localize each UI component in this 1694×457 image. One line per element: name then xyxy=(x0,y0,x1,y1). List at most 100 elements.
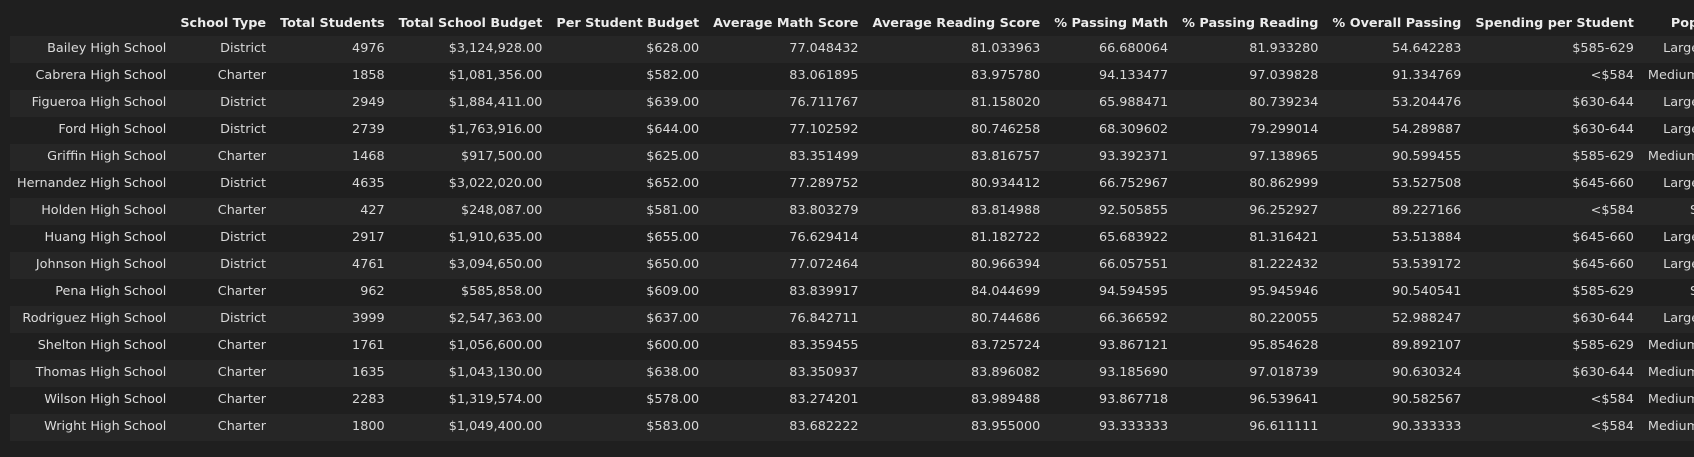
cell-passing-math: 92.505855 xyxy=(1098,203,1169,219)
column-header-per-student-budget: Per Student Budget xyxy=(556,15,700,31)
cell-average-math-score: 77.048432 xyxy=(789,41,859,57)
cell-spending-per-student: $630-644 xyxy=(1572,311,1634,327)
cell-passing-math: 65.988471 xyxy=(1098,95,1169,111)
cell-total-students: 2739 xyxy=(352,122,385,138)
table-row: Griffin High School Charter 1468 $917,500.0… xyxy=(10,144,1694,171)
cell-per-student-budget: $583.00 xyxy=(646,419,700,435)
cell-average-reading-score: 80.934412 xyxy=(971,176,1041,192)
row-index-school-name: Johnson High School xyxy=(35,257,167,273)
cell-passing-reading: 97.039828 xyxy=(1249,68,1319,84)
cell-average-math-score: 83.682222 xyxy=(789,419,859,435)
school-summary-table: School Type Total Students Total School … xyxy=(10,10,1694,441)
cell-school-type: Charter xyxy=(217,149,267,165)
cell-overall-passing: 90.599455 xyxy=(1392,149,1462,165)
cell-total-students: 1761 xyxy=(352,338,385,354)
cell-population-size: Small (<1000) xyxy=(1641,198,1694,225)
cell-passing-math: 93.392371 xyxy=(1098,149,1169,165)
cell-total-school-budget: $585,858.00 xyxy=(460,284,543,300)
cell-total-school-budget: $1,884,411.00 xyxy=(448,95,543,111)
row-index-school-name: Hernandez High School xyxy=(17,176,167,192)
cell-average-math-score: 83.803279 xyxy=(789,203,859,219)
cell-population-size: Large (2500-5000) xyxy=(1663,41,1694,57)
column-header-population-size: Population Size xyxy=(1670,15,1694,31)
cell-total-students: 2283 xyxy=(352,392,385,408)
cell-total-students: 2949 xyxy=(352,95,385,111)
cell-spending-per-student: $645-660 xyxy=(1572,176,1634,192)
cell-total-students: 2917 xyxy=(352,230,385,246)
cell-total-students: 1635 xyxy=(352,365,385,381)
row-index-school-name: Rodriguez High School xyxy=(22,311,167,327)
column-header-total-school-budget: Total School Budget xyxy=(398,15,543,31)
cell-per-student-budget: $600.00 xyxy=(646,338,700,354)
row-index-school-name: Bailey High School xyxy=(47,41,167,57)
cell-overall-passing: 90.630324 xyxy=(1392,365,1462,381)
cell-per-student-budget: $582.00 xyxy=(646,68,700,84)
cell-spending-per-student: <$584 xyxy=(1590,419,1634,435)
cell-passing-math: 66.752967 xyxy=(1098,176,1169,192)
cell-total-school-budget: $2,547,363.00 xyxy=(448,311,543,327)
cell-per-student-budget: $655.00 xyxy=(646,230,700,246)
row-index-school-name: Griffin High School xyxy=(47,149,167,165)
cell-school-type: Charter xyxy=(217,338,267,354)
cell-average-math-score: 83.274201 xyxy=(789,392,859,408)
cell-average-reading-score: 81.158020 xyxy=(971,95,1041,111)
cell-passing-math: 66.366592 xyxy=(1098,311,1169,327)
cell-total-school-budget: $1,763,916.00 xyxy=(448,122,543,138)
cell-per-student-budget: $644.00 xyxy=(646,122,700,138)
cell-average-reading-score: 84.044699 xyxy=(971,284,1041,300)
cell-population-size: Small (<1000) xyxy=(1641,279,1694,306)
cell-passing-reading: 80.862999 xyxy=(1249,176,1319,192)
cell-average-reading-score: 80.746258 xyxy=(971,122,1041,138)
table-row: Wright High School Charter 1800 $1,049,400.… xyxy=(10,414,1694,441)
column-header-school-type: School Type xyxy=(180,15,267,31)
cell-passing-reading: 95.854628 xyxy=(1249,338,1319,354)
cell-per-student-budget: $639.00 xyxy=(646,95,700,111)
cell-average-math-score: 76.842711 xyxy=(789,311,859,327)
cell-average-math-score: 83.351499 xyxy=(789,149,859,165)
cell-school-type: District xyxy=(220,176,267,192)
cell-per-student-budget: $628.00 xyxy=(646,41,700,57)
cell-school-type: Charter xyxy=(217,203,267,219)
table-row: Johnson High School District 4761 $3,094,65… xyxy=(10,252,1694,279)
cell-total-students: 4635 xyxy=(352,176,385,192)
cell-population-size: Medium (1000-2500) xyxy=(1647,68,1694,84)
header-row: School Type Total Students Total School … xyxy=(10,10,1694,36)
cell-passing-reading: 97.018739 xyxy=(1249,365,1319,381)
cell-spending-per-student: $585-629 xyxy=(1572,41,1634,57)
cell-passing-math: 68.309602 xyxy=(1098,122,1169,138)
cell-passing-math: 94.594595 xyxy=(1098,284,1169,300)
cell-spending-per-student: <$584 xyxy=(1590,392,1634,408)
cell-spending-per-student: $645-660 xyxy=(1572,230,1634,246)
cell-overall-passing: 53.527508 xyxy=(1392,176,1462,192)
cell-total-school-budget: $1,081,356.00 xyxy=(448,68,543,84)
cell-average-math-score: 83.839917 xyxy=(789,284,859,300)
cell-overall-passing: 90.540541 xyxy=(1392,284,1462,300)
table-row: Rodriguez High School District 3999 $2,547,… xyxy=(10,306,1694,333)
cell-per-student-budget: $652.00 xyxy=(646,176,700,192)
cell-school-type: Charter xyxy=(217,68,267,84)
cell-average-reading-score: 83.989488 xyxy=(971,392,1041,408)
cell-passing-reading: 96.252927 xyxy=(1249,203,1319,219)
cell-school-type: Charter xyxy=(217,392,267,408)
row-index-school-name: Wilson High School xyxy=(44,392,167,408)
cell-overall-passing: 91.334769 xyxy=(1392,68,1462,84)
row-index-school-name: Thomas High School xyxy=(35,365,167,381)
cell-school-type: District xyxy=(220,311,267,327)
cell-population-size: Large (2500-5000) xyxy=(1663,95,1694,111)
row-index-school-name: Ford High School xyxy=(58,122,167,138)
row-index-school-name: Pena High School xyxy=(55,284,167,300)
row-index-school-name: Cabrera High School xyxy=(35,68,167,84)
cell-overall-passing: 53.204476 xyxy=(1392,95,1462,111)
cell-passing-math: 93.185690 xyxy=(1098,365,1169,381)
cell-school-type: District xyxy=(220,257,267,273)
cell-average-reading-score: 80.744686 xyxy=(971,311,1041,327)
cell-overall-passing: 89.227166 xyxy=(1392,203,1462,219)
cell-school-type: Charter xyxy=(217,419,267,435)
column-header-overall-passing: % Overall Passing xyxy=(1332,15,1462,31)
cell-total-students: 4761 xyxy=(352,257,385,273)
cell-overall-passing: 89.892107 xyxy=(1392,338,1462,354)
cell-passing-math: 93.333333 xyxy=(1098,419,1169,435)
row-index-school-name: Wright High School xyxy=(44,419,167,435)
cell-passing-reading: 79.299014 xyxy=(1249,122,1319,138)
cell-population-size: Medium (1000-2500) xyxy=(1647,338,1694,354)
